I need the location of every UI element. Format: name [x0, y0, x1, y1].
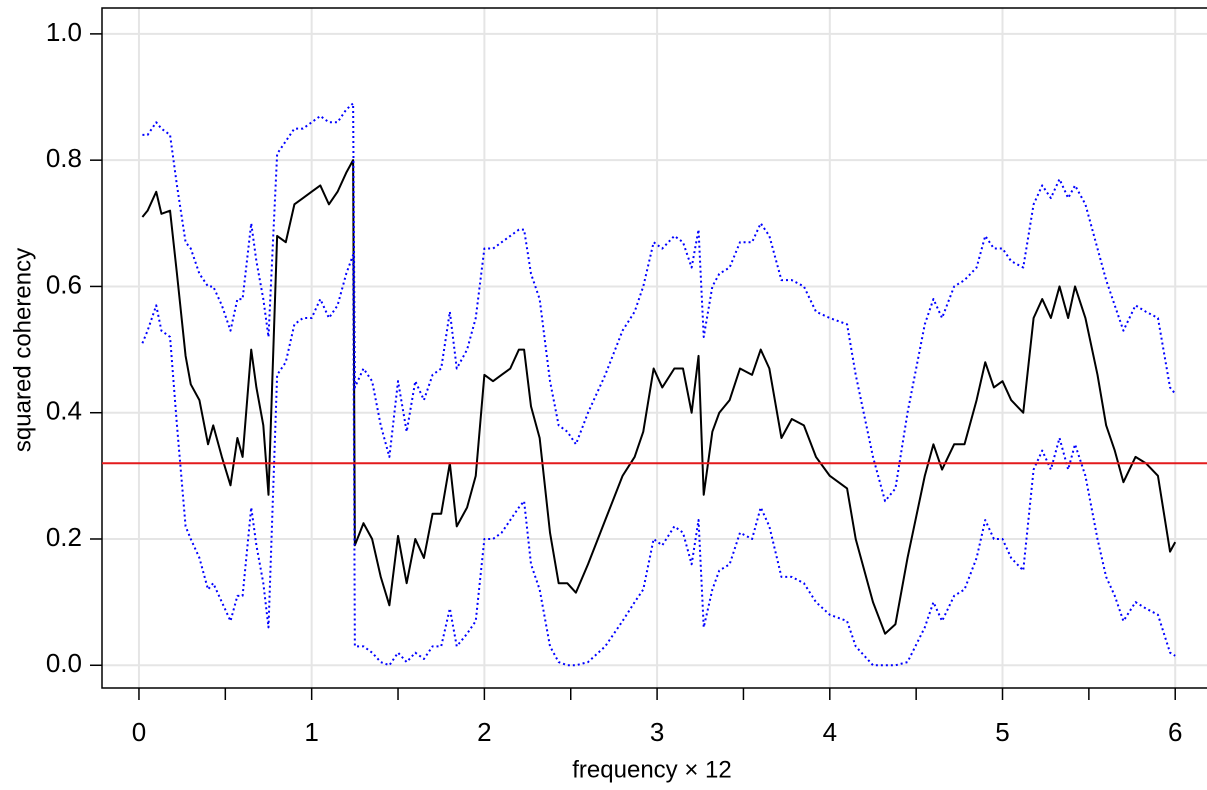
x-tick-label: 0: [132, 717, 146, 747]
y-axis-title: squared coherency: [9, 248, 36, 452]
x-axis-title: frequency × 12: [572, 756, 731, 783]
y-tick-label: 0.2: [46, 522, 82, 552]
y-tick-label: 0.8: [46, 143, 82, 173]
y-tick-label: 0.4: [46, 396, 82, 426]
coherency-line: [141, 159, 1177, 635]
y-tick-label: 0.0: [46, 648, 82, 678]
x-tick-label: 4: [823, 717, 837, 747]
plot-frame: [101, 7, 1207, 689]
y-tick-label: 1.0: [46, 17, 82, 47]
x-tick-label: 6: [1168, 717, 1182, 747]
x-tick-label: 3: [650, 717, 664, 747]
x-tick-label: 1: [304, 717, 318, 747]
x-tick-label: 5: [995, 717, 1009, 747]
confidence-line: [142, 102, 1176, 503]
confidence-line: [141, 253, 1176, 667]
y-tick-label: 0.6: [46, 269, 82, 299]
x-tick-label: 2: [477, 717, 491, 747]
